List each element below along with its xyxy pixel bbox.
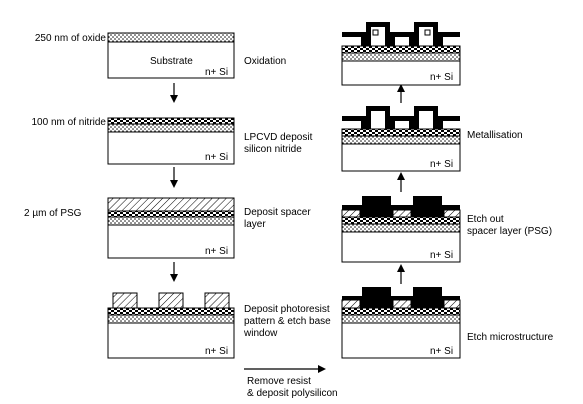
via-square — [372, 29, 379, 36]
substrate-label: Substrate — [150, 56, 193, 67]
substrate-block — [107, 322, 235, 359]
step-metallisation: n+ Si Metallisation — [341, 106, 523, 172]
polysilicon-bridge — [342, 22, 460, 46]
doping-label: n+ Si — [205, 346, 228, 357]
oxide-layer — [107, 32, 235, 43]
step-oxidation: 250 nm of oxide Substrate n+ Si Oxidatio… — [35, 32, 286, 79]
step-photoresist: n+ Si Deposit photoresist pattern & etch… — [107, 292, 334, 359]
doping-label: n+ Si — [430, 159, 453, 170]
psg-block — [443, 299, 461, 309]
oxide-layer — [341, 52, 461, 62]
step-lpcvd-nitride: 100 nm of nitride n+ Si LPCVD deposit si… — [32, 117, 315, 165]
psg-block — [341, 209, 361, 218]
polysilicon-layer — [342, 196, 460, 217]
substrate-block — [107, 224, 235, 259]
psg-layer — [107, 197, 235, 212]
nitride-layer — [107, 117, 235, 125]
step-label-etch-spacer: Etch out spacer layer (PSG) — [467, 214, 552, 237]
doping-label: n+ Si — [205, 246, 228, 257]
doping-label: n+ Si — [430, 72, 453, 83]
psg-block — [443, 209, 461, 218]
transition-label: Remove resist & deposit polysilicon — [247, 376, 338, 399]
step-etch-microstructure: n+ Si Etch microstructure — [341, 287, 554, 359]
step-label-etch-microstructure: Etch microstructure — [467, 332, 554, 343]
psg-thickness-label: 2 µm of PSG — [24, 208, 82, 219]
substrate-block — [341, 143, 461, 172]
step-label-metallisation: Metallisation — [467, 130, 523, 141]
nitride-layer — [341, 216, 461, 225]
step-etch-spacer: n+ Si Etch out spacer layer (PSG) — [341, 196, 552, 263]
nitride-layer — [341, 45, 461, 54]
substrate-block — [107, 41, 235, 79]
step-label-spacer: Deposit spacer layer — [244, 207, 313, 230]
doping-label: n+ Si — [205, 152, 228, 163]
nitride-thickness-label: 100 nm of nitride — [32, 117, 107, 128]
resist-block — [112, 292, 138, 309]
nitride-layer — [341, 307, 461, 316]
via-square — [424, 29, 431, 36]
oxide-layer — [107, 314, 235, 324]
substrate-block — [341, 231, 461, 263]
step-label-photoresist: Deposit photoresist pattern & etch base … — [243, 304, 334, 339]
doping-label: n+ Si — [430, 250, 453, 261]
oxide-layer — [341, 223, 461, 233]
doping-label: n+ Si — [205, 67, 228, 78]
psg-block — [392, 209, 412, 218]
nitride-layer — [341, 128, 461, 137]
resist-block — [204, 292, 230, 309]
oxide-thickness-label: 250 nm of oxide — [35, 33, 107, 44]
oxide-layer — [341, 314, 461, 324]
step-final-structure: n+ Si — [341, 22, 461, 86]
step-label-oxidation: Oxidation — [244, 56, 286, 67]
psg-block — [392, 299, 412, 309]
oxide-layer — [107, 123, 235, 133]
step-label-lpcvd: LPCVD deposit silicon nitride — [244, 132, 315, 155]
step-deposit-spacer: 2 µm of PSG n+ Si Deposit spacer layer — [24, 197, 313, 259]
substrate-block — [341, 60, 461, 86]
oxide-layer — [341, 135, 461, 145]
nitride-layer — [107, 210, 235, 218]
substrate-block — [107, 131, 235, 165]
substrate-block — [341, 322, 461, 359]
oxide-layer — [107, 216, 235, 226]
polysilicon-bridge — [342, 106, 460, 129]
psg-block — [341, 299, 361, 309]
resist-block — [158, 292, 184, 309]
polysilicon-layer — [342, 287, 460, 308]
transition-arrow: Remove resist & deposit polysilicon — [244, 365, 338, 399]
doping-label: n+ Si — [430, 346, 453, 357]
nitride-layer — [107, 307, 235, 316]
